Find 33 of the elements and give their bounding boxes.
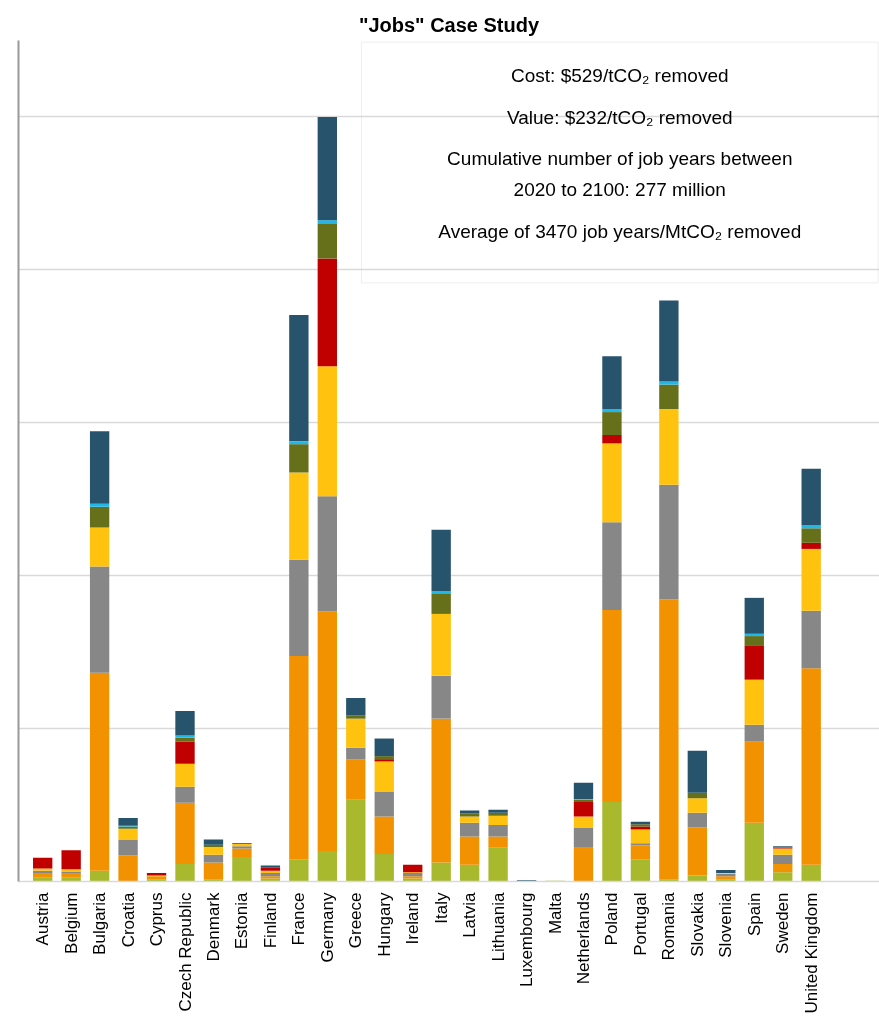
text: Cost: $529/tCO₂ removed (511, 64, 729, 86)
x-tick-label: Hungary (374, 892, 394, 957)
annotation: Value: $232/tCO₂ removed (506, 106, 733, 128)
annotation: Average of 3470 job years/MtCO₂ removed (438, 221, 802, 243)
x-tick-label: Austria (33, 891, 53, 946)
chart-title: "Jobs" Case Study (358, 13, 540, 36)
x-tick-label: Slovenia (716, 891, 736, 958)
x-tick-label: Malta (545, 891, 565, 935)
x-tick-label: Germany (317, 892, 337, 963)
x-tick-label: Finland (260, 892, 280, 949)
x-tick-label: Lithuania (488, 891, 508, 962)
x-tick-label: Ireland (403, 892, 423, 945)
x-tick-label: Sweden (773, 892, 793, 954)
x-tick-label: France (289, 892, 309, 946)
x-tick-label: Belgium (61, 892, 81, 954)
x-tick-label: Poland (602, 892, 622, 946)
x-tick-label: Czech Republic (175, 892, 195, 1012)
x-tick-label: Romania (659, 891, 679, 961)
x-tick-label: Spain (744, 892, 764, 936)
x-tick-label: Greece (346, 892, 366, 949)
x-tick-label: Netherlands (573, 892, 593, 985)
x-tick-label: Portugal (630, 892, 650, 956)
x-tick-label: Estonia (232, 891, 252, 950)
annotation: Cumulative number of job years between 2020 to 2100: 277 million (447, 148, 793, 201)
x-tick-label: Cyprus (147, 892, 167, 947)
x-tick-label: Italy (431, 892, 451, 924)
x-tick-label: Luxembourg (517, 892, 537, 987)
x-tick-label: United Kingdom (801, 892, 821, 1014)
x-tick-label: Denmark (203, 892, 223, 962)
x-tick-label: Bulgaria (90, 891, 110, 955)
x-tick-label: Slovakia (687, 891, 707, 957)
x-tick-label: Latvia (460, 891, 480, 938)
x-tick-label: Croatia (118, 891, 138, 948)
